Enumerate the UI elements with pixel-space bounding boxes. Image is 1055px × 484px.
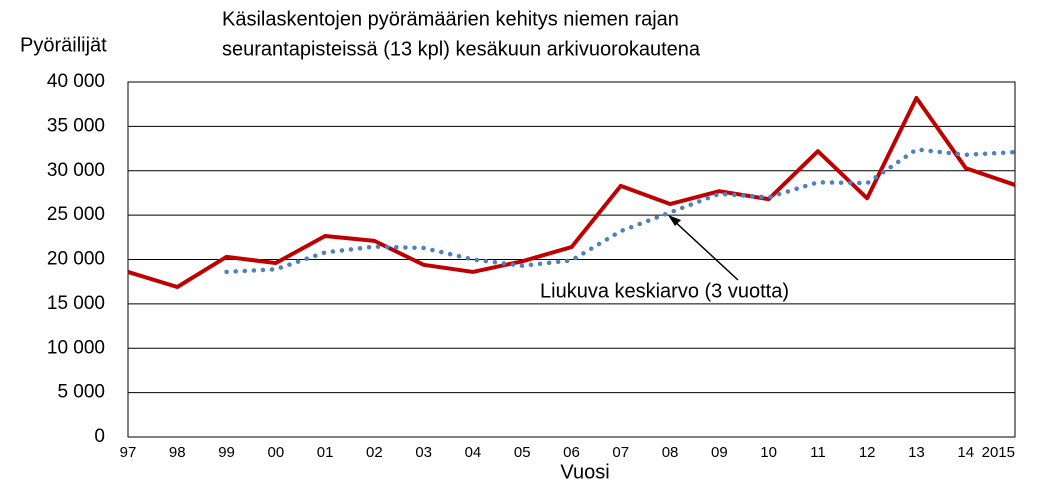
series-line <box>224 147 1018 275</box>
x-tick-label: 03 <box>415 444 432 461</box>
x-tick-label: 01 <box>317 444 334 461</box>
x-tick-label: 14 <box>957 444 974 461</box>
y-tick-label: 0 <box>94 426 105 447</box>
y-tick-label: 5 000 <box>57 382 105 403</box>
arrow-head <box>668 215 681 226</box>
x-tick-label: 12 <box>859 444 876 461</box>
x-tick-label: 97 <box>120 444 137 461</box>
annotation-arrow <box>671 218 739 281</box>
x-tick-label: 08 <box>662 444 679 461</box>
x-tick-label: 06 <box>563 444 580 461</box>
x-tick-label: 05 <box>514 444 531 461</box>
y-tick-label: 15 000 <box>47 293 105 314</box>
y-tick-label: 25 000 <box>47 204 105 225</box>
x-tick-label: 09 <box>711 444 728 461</box>
x-tick-label: 02 <box>366 444 383 461</box>
y-axis-label: Pyöräilijät <box>20 34 107 56</box>
x-tick-label: 07 <box>612 444 629 461</box>
x-tick-label: 13 <box>908 444 925 461</box>
x-tick-label: 2015 <box>982 444 1015 461</box>
x-tick-label: 04 <box>465 444 482 461</box>
x-tick-label: 00 <box>267 444 284 461</box>
x-tick-label: 98 <box>169 444 186 461</box>
x-tick-label: 99 <box>218 444 235 461</box>
annotation: Liukuva keskiarvo (3 vuotta) <box>540 280 789 302</box>
chart-title: Käsilaskentojen pyörämäärien kehitys nie… <box>222 8 679 30</box>
x-axis-label: Vuosi <box>560 461 609 483</box>
series-line <box>127 95 1016 290</box>
y-tick-label: 10 000 <box>47 337 105 358</box>
grid <box>128 81 1015 438</box>
x-tick-label: 11 <box>810 444 826 461</box>
lines <box>127 95 1018 290</box>
y-tick-label: 20 000 <box>47 249 105 270</box>
x-tick-label: 10 <box>760 444 777 461</box>
y-tick-label: 40 000 <box>47 71 105 92</box>
y-tick-label: 30 000 <box>47 160 105 181</box>
y-tick-label: 35 000 <box>47 115 105 136</box>
chart-title: seurantapisteissä (13 kpl) kesäkuun arki… <box>222 38 701 60</box>
